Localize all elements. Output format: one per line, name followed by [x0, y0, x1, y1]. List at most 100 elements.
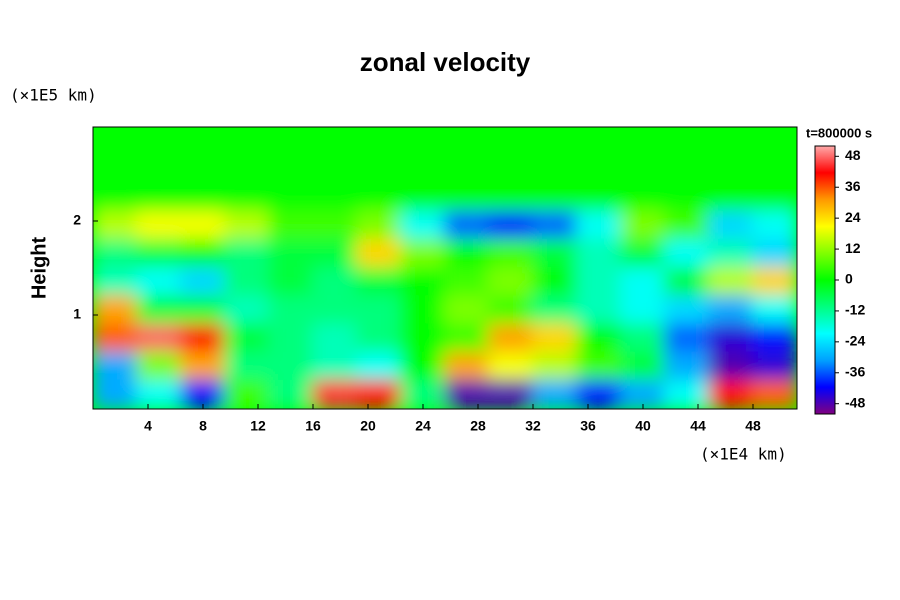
field-cell — [400, 267, 446, 298]
field-cell — [136, 127, 182, 157]
field-cell — [93, 238, 138, 269]
field-cell — [620, 127, 666, 157]
colorbar-tick-label: -48 — [845, 394, 865, 410]
field-cell — [532, 379, 578, 409]
field-cell — [136, 295, 182, 326]
field-cell — [752, 323, 797, 354]
field-cell — [444, 127, 490, 157]
field-cell — [576, 210, 622, 241]
field-cell — [708, 295, 754, 326]
x-tick-label: 8 — [199, 418, 207, 434]
field-cell — [180, 154, 226, 185]
field-cell — [664, 182, 710, 213]
field-cell — [356, 323, 402, 354]
field-cell — [224, 182, 270, 213]
field-cell — [620, 238, 666, 269]
field-cell — [268, 295, 314, 326]
field-cell — [620, 323, 666, 354]
x-unit: (×1E4 km) — [700, 445, 787, 464]
field-cell — [708, 210, 754, 241]
field-cell — [576, 379, 622, 409]
field-cell — [444, 154, 490, 185]
field-cell — [752, 154, 797, 185]
field-cell — [444, 267, 490, 298]
field-cell — [356, 154, 402, 185]
field-cell — [136, 379, 182, 409]
field-cell — [224, 154, 270, 185]
field-cell — [752, 127, 797, 157]
field-cell — [708, 351, 754, 382]
colorbar-tick-label: 36 — [845, 178, 861, 194]
field-cell — [488, 295, 534, 326]
field-cell — [312, 238, 358, 269]
field-cell — [268, 267, 314, 298]
field-cell — [488, 379, 534, 409]
y-label: Height — [28, 237, 50, 300]
field-cell — [224, 351, 270, 382]
field-cell — [93, 323, 138, 354]
field-cell — [93, 379, 138, 409]
field-cell — [664, 267, 710, 298]
field-cell — [532, 238, 578, 269]
field-cell — [752, 182, 797, 213]
field-cell — [180, 323, 226, 354]
field-cell — [576, 323, 622, 354]
field-cell — [444, 323, 490, 354]
field-cell — [708, 238, 754, 269]
field-cell — [488, 127, 534, 157]
field-cell — [180, 295, 226, 326]
field-cell — [93, 267, 138, 298]
field — [93, 127, 797, 409]
field-cell — [268, 182, 314, 213]
field-cell — [664, 323, 710, 354]
field-cell — [312, 210, 358, 241]
field-cell — [400, 182, 446, 213]
field-cell — [620, 295, 666, 326]
x-tick-label: 48 — [745, 418, 761, 434]
field-cell — [664, 295, 710, 326]
field-cell — [620, 351, 666, 382]
x-tick-label: 24 — [415, 418, 431, 434]
field-cell — [356, 210, 402, 241]
field-cell — [180, 238, 226, 269]
field-cell — [664, 238, 710, 269]
field-cell — [488, 182, 534, 213]
field-cell — [620, 154, 666, 185]
field-cell — [444, 295, 490, 326]
field-cell — [708, 127, 754, 157]
field-cell — [752, 379, 797, 409]
field-cell — [268, 351, 314, 382]
field-cell — [180, 351, 226, 382]
colorbar-tick-label: -12 — [845, 302, 865, 318]
field-cell — [268, 379, 314, 409]
field-cell — [708, 182, 754, 213]
field-cell — [312, 351, 358, 382]
field-cell — [356, 351, 402, 382]
field-cell — [180, 127, 226, 157]
field-cell — [93, 351, 138, 382]
field-cell — [532, 182, 578, 213]
field-cell — [532, 295, 578, 326]
colorbar-tick-label: 48 — [845, 147, 861, 163]
field-cell — [708, 323, 754, 354]
field-cell — [180, 182, 226, 213]
colorbar-tick-label: -24 — [845, 333, 865, 349]
field-cell — [576, 182, 622, 213]
field-cell — [400, 154, 446, 185]
field-cell — [576, 295, 622, 326]
field-cell — [752, 295, 797, 326]
x-tick-label: 28 — [470, 418, 486, 434]
field-cell — [752, 351, 797, 382]
field-cell — [532, 127, 578, 157]
field-cell — [664, 351, 710, 382]
field-cell — [620, 210, 666, 241]
field-cell — [356, 379, 402, 409]
x-tick-label: 20 — [360, 418, 376, 434]
field-cell — [356, 295, 402, 326]
field-cell — [268, 238, 314, 269]
field-cell — [488, 351, 534, 382]
field-cell — [444, 210, 490, 241]
field-cell — [444, 182, 490, 213]
field-cell — [224, 267, 270, 298]
colorbar-tick-label: -36 — [845, 363, 865, 379]
